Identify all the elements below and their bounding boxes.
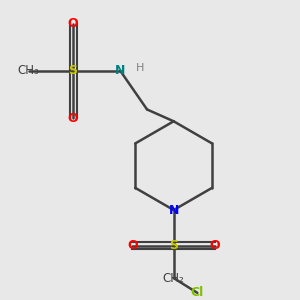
Text: O: O bbox=[68, 112, 78, 125]
Text: O: O bbox=[210, 239, 220, 252]
Text: N: N bbox=[115, 64, 126, 77]
Text: S: S bbox=[169, 239, 178, 252]
Text: N: N bbox=[169, 203, 179, 217]
Text: Cl: Cl bbox=[191, 286, 204, 299]
Text: S: S bbox=[69, 64, 78, 77]
Text: O: O bbox=[68, 17, 78, 30]
Text: CH₃: CH₃ bbox=[18, 64, 40, 77]
Text: CH₂: CH₂ bbox=[163, 272, 184, 285]
Text: H: H bbox=[136, 63, 144, 73]
Text: O: O bbox=[127, 239, 138, 252]
